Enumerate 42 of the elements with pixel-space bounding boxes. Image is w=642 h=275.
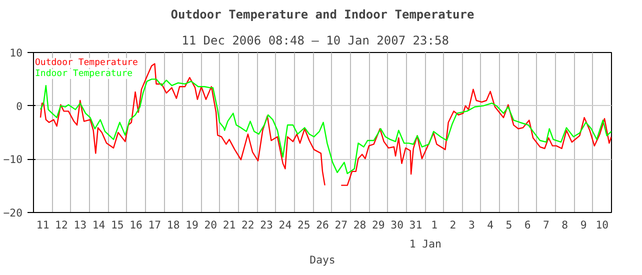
y-tick-label: 0 [16,100,23,113]
x-tick-label: 28 [353,218,366,232]
x-tick-label: 1 [431,218,438,232]
x-tick-label: 6 [524,218,531,232]
x-tick-label: 22 [242,218,254,232]
x-tick-label: 8 [562,218,568,232]
x-tick-label: 15 [110,218,124,232]
y-tick-label: 10 [10,46,23,60]
x-tick-label: 27 [334,218,348,232]
x-tick-label: 3 [468,218,475,232]
x-tick-label: 18 [166,218,180,232]
line-series [40,78,612,174]
series-label: Outdoor Temperature [35,58,138,68]
x-tick-label: 31 [409,218,422,232]
x-tick-label: 4 [487,218,494,232]
text: 1 Jan [409,238,442,250]
x-tick-label: 16 [130,218,142,232]
x-tick-label: 20 [204,218,218,232]
x-tick-label: 11 [36,218,50,232]
series-label: Indoor Temperature [35,69,133,79]
x-tick-label: 12 [55,218,68,232]
y-tick-label: −20 [3,206,23,220]
x-tick-label: 19 [186,218,198,232]
x-tick-label: 25 [297,218,310,232]
x-tick-label: 10 [596,218,609,232]
x-tick-label: 17 [148,218,162,232]
x-tick-label: 13 [74,218,87,232]
x-tick-label: 2 [450,218,456,232]
y-tick-label: −10 [3,153,23,166]
chart-title: Outdoor Temperature and Indoor Temperature [170,8,474,22]
x-tick-label: 9 [580,218,587,232]
x-tick-label: 29 [372,218,385,232]
x-tick-label: 14 [92,218,106,232]
x-tick-label: 26 [316,218,329,232]
chart-subtitle: 11 Dec 2006 08:48 – 10 Jan 2007 23:58 [182,34,449,48]
x-tick-label: 30 [390,218,404,232]
x-tick-label: 5 [506,218,512,232]
x-tick-label: 24 [278,218,292,232]
x-tick-label: 21 [222,218,236,232]
x-tick-label: 7 [543,218,550,232]
x-tick-label: 23 [260,218,273,232]
x-axis-title: Days [310,254,336,266]
